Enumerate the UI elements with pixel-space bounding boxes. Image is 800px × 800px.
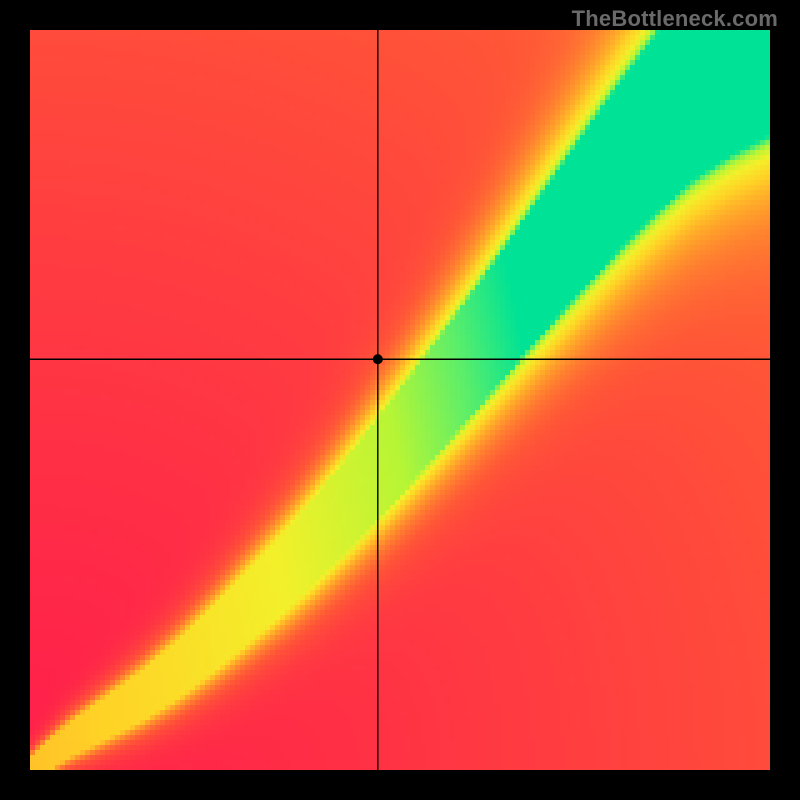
crosshair-overlay [30, 30, 770, 770]
watermark-text: TheBottleneck.com [572, 6, 778, 32]
heatmap-plot [30, 30, 770, 770]
